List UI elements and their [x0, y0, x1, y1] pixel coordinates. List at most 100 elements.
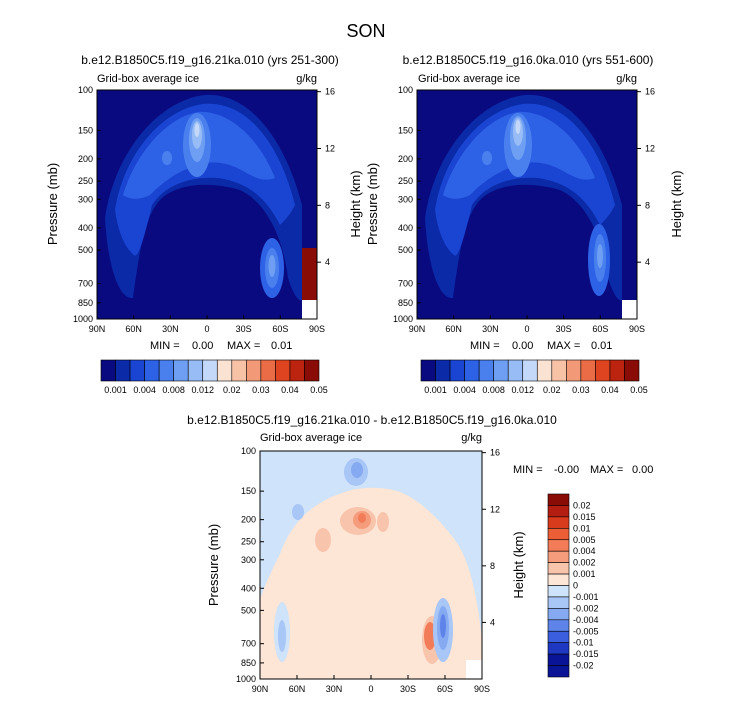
y-tick-label: 100 — [78, 85, 93, 95]
y-tick-label: 850 — [398, 298, 413, 308]
colorbar-swatch — [304, 359, 320, 382]
x-tick-label: 30S — [400, 684, 416, 694]
panel-1-height-label: Height (km) — [348, 170, 363, 237]
y-tick-label: 1000 — [393, 314, 413, 324]
colorbar-swatch — [547, 550, 570, 563]
colorbar-label: 0.05 — [630, 385, 648, 395]
colorbar-label: 0.02 — [223, 385, 241, 395]
colorbar-swatch — [289, 359, 305, 382]
colorbar-swatch — [100, 359, 116, 382]
colorbar-label: 0.012 — [511, 385, 534, 395]
x-tick-label: 60N — [125, 324, 142, 334]
colorbar-swatch — [547, 539, 570, 552]
colorbar-label: 0 — [573, 581, 578, 591]
x-tick-label: 90S — [309, 324, 325, 334]
panel-2-max-value: 0.01 — [591, 340, 612, 352]
panel-2-topography-mask — [622, 300, 637, 319]
panel-1-y-ticks: 100 150 200 250 300 400 500 700 850 1000 — [73, 85, 101, 324]
colorbar-swatch — [202, 359, 218, 382]
x-tick-label: 30N — [162, 324, 179, 334]
height-tick-label: 16 — [325, 87, 335, 97]
x-tick-label: 90N — [252, 684, 269, 694]
colorbar-swatch — [547, 528, 570, 541]
colorbar-swatch — [547, 493, 570, 506]
y-tick-label: 500 — [398, 245, 413, 255]
y-tick-label: 300 — [398, 194, 413, 204]
x-tick-label: 0 — [204, 324, 209, 334]
y-tick-label: 300 — [241, 555, 256, 565]
height-tick-label: 12 — [490, 504, 500, 514]
colorbar-swatch — [522, 359, 538, 382]
y-tick-label: 500 — [78, 245, 93, 255]
colorbar-swatch — [624, 359, 640, 382]
colorbar-label: 0.02 — [543, 385, 561, 395]
colorbar-swatch — [144, 359, 160, 382]
colorbar-swatch — [547, 505, 570, 518]
panel-3-negative-region — [260, 451, 482, 640]
panel-1-lower-cell-3 — [268, 255, 276, 277]
panel-3-warm-5 — [377, 512, 389, 532]
panel-3-y-ticks: 100 150 200 250 300 400 500 700 850 1000 — [236, 446, 264, 684]
colorbar-swatch — [420, 359, 436, 382]
panel-2: b.e12.B1850C5.f19_g16.0ka.010 (yrs 551-6… — [365, 53, 684, 395]
x-tick-label: 90S — [474, 684, 490, 694]
y-tick-label: 300 — [78, 194, 93, 204]
y-tick-label: 250 — [398, 176, 413, 186]
colorbar-label: 0.001 — [424, 385, 447, 395]
y-tick-label: 400 — [398, 223, 413, 233]
colorbar-label: 0.02 — [573, 500, 591, 510]
panel-3-units: g/kg — [461, 432, 482, 444]
height-tick-label: 4 — [490, 617, 495, 627]
panel-2-title: b.e12.B1850C5.f19_g16.0ka.010 (yrs 551-6… — [403, 53, 654, 67]
colorbar-swatch — [493, 359, 509, 382]
colorbar-label: -0.02 — [573, 661, 594, 671]
colorbar-label: 0.005 — [573, 535, 596, 545]
panel-1-max-label: MAX = — [227, 340, 260, 352]
panel-3-topography-mask — [466, 660, 482, 679]
y-tick-label: 500 — [241, 605, 256, 615]
panel-3-cool-low-3 — [440, 614, 446, 638]
colorbar-label: -0.004 — [573, 615, 599, 625]
panel-3-min-label: MIN = — [513, 464, 543, 476]
season-title: SON — [346, 21, 385, 41]
height-tick-label: 12 — [645, 144, 655, 154]
panel-1-units: g/kg — [296, 73, 317, 85]
colorbar-swatch — [547, 596, 570, 609]
panel-1-ylabel: Pressure (mb) — [45, 163, 60, 245]
colorbar-swatch — [275, 359, 291, 382]
y-tick-label: 700 — [398, 279, 413, 289]
panel-1-min-label: MIN = — [150, 340, 180, 352]
colorbar-swatch — [478, 359, 494, 382]
colorbar-swatch — [464, 359, 480, 382]
colorbar-swatch — [547, 665, 570, 678]
x-tick-label: 30N — [482, 324, 499, 334]
x-tick-label: 30S — [236, 324, 252, 334]
colorbar-swatch — [435, 359, 451, 382]
colorbar-label: 0.008 — [482, 385, 505, 395]
panel-3-max-label: MAX = — [590, 464, 623, 476]
y-tick-label: 200 — [78, 154, 93, 164]
y-tick-label: 200 — [398, 154, 413, 164]
colorbar-swatch — [173, 359, 189, 382]
y-tick-label: 850 — [78, 298, 93, 308]
x-tick-label: 0 — [524, 324, 529, 334]
panel-1-min-value: 0.00 — [192, 340, 213, 352]
colorbar-swatch — [187, 359, 204, 382]
x-tick-label: 90S — [629, 324, 645, 334]
panel-3-warm-low-2 — [424, 622, 436, 650]
panel-1-level-7 — [194, 123, 200, 137]
panel-2-units: g/kg — [616, 73, 637, 85]
panel-1-height-ticks: 16 12 8 4 — [317, 87, 335, 267]
panel-2-height-label: Height (km) — [669, 170, 684, 237]
y-tick-label: 150 — [78, 125, 93, 135]
colorbar-label: 0.03 — [572, 385, 590, 395]
height-tick-label: 4 — [325, 257, 330, 267]
colorbar-label: -0.015 — [573, 649, 599, 659]
colorbar-label: -0.005 — [573, 626, 599, 636]
panel-2-ylabel: Pressure (mb) — [365, 163, 380, 245]
colorbar-swatch — [547, 619, 570, 632]
panel-3-height-label: Height (km) — [511, 531, 526, 598]
panel-2-level-7 — [515, 120, 521, 134]
height-tick-label: 8 — [490, 561, 495, 571]
